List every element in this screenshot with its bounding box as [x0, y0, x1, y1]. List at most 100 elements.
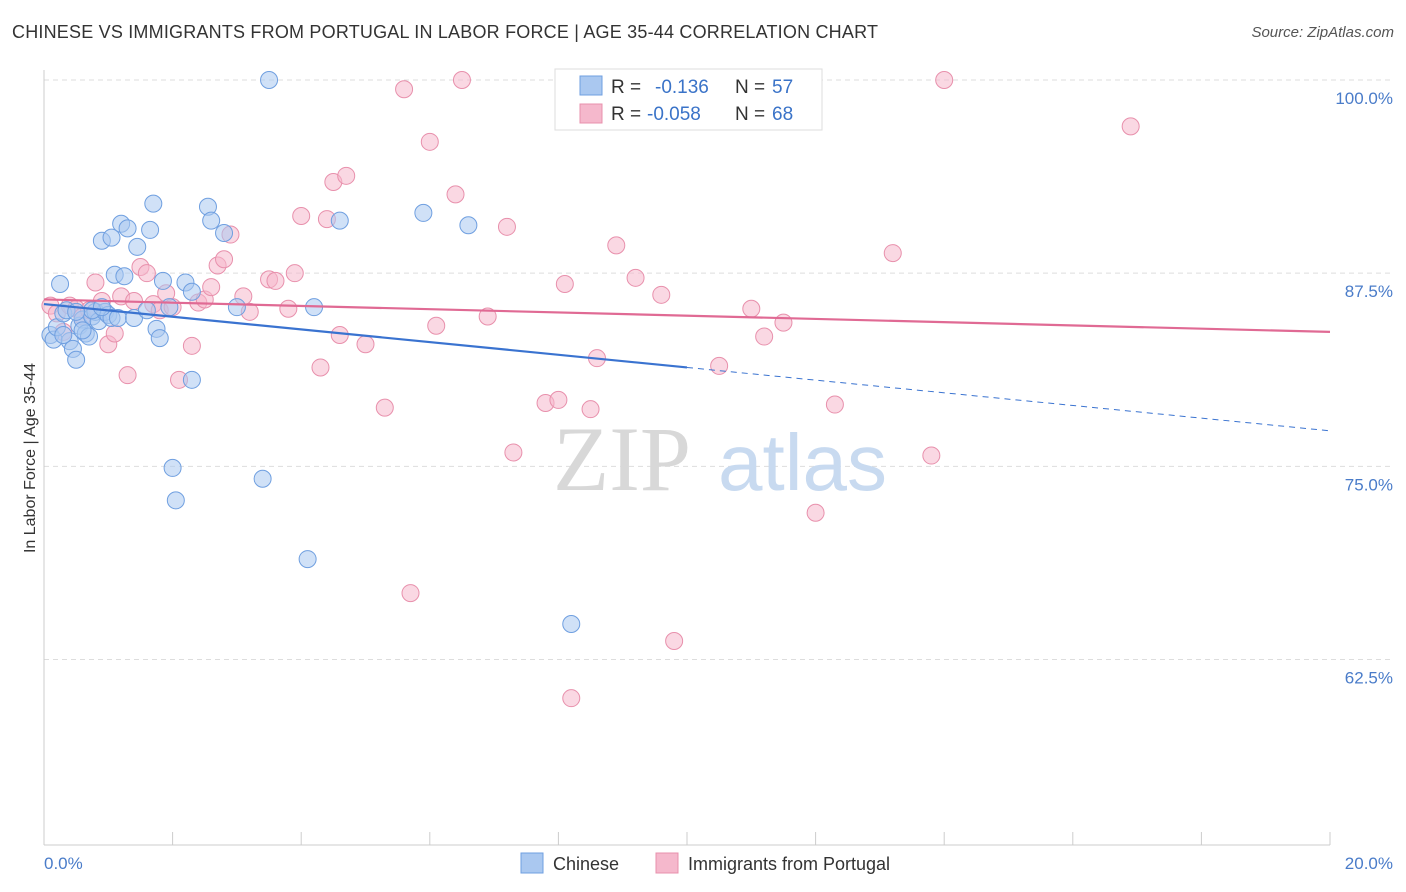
data-point-chinese	[202, 211, 221, 230]
data-point-portugal	[215, 250, 234, 269]
data-point-portugal	[330, 326, 349, 344]
data-point-portugal	[581, 400, 600, 419]
data-point-portugal	[401, 584, 420, 603]
data-point-chinese	[137, 301, 156, 320]
data-point-portugal	[137, 264, 156, 283]
data-point-portugal	[935, 71, 954, 89]
data-point-chinese	[562, 615, 581, 633]
legend-n-label-chinese: N =	[735, 77, 765, 98]
data-point-portugal	[549, 390, 568, 409]
legend-r-value-portugal: -0.058	[647, 104, 701, 125]
data-point-portugal	[742, 299, 761, 318]
data-point-portugal	[478, 307, 497, 326]
data-point-chinese	[182, 370, 201, 389]
data-point-chinese	[73, 321, 92, 340]
data-point-chinese	[92, 298, 111, 317]
data-point-portugal	[555, 275, 574, 293]
data-point-portugal	[105, 324, 124, 343]
data-point-portugal	[279, 299, 298, 318]
legend-n-value-portugal: 68	[772, 104, 793, 125]
data-point-portugal	[292, 207, 311, 225]
data-point-chinese	[182, 282, 201, 301]
data-point-chinese	[160, 298, 179, 317]
watermark-atlas: atlas	[718, 418, 887, 507]
data-point-chinese	[115, 267, 134, 286]
data-point-portugal	[266, 271, 285, 290]
x-tick-label-max: 20.0%	[1345, 854, 1393, 873]
data-point-chinese	[54, 326, 73, 344]
data-point-portugal	[311, 358, 330, 377]
data-point-chinese	[215, 224, 234, 242]
legend-swatch-chinese	[579, 75, 603, 96]
bottom-legend-swatch-chinese	[520, 852, 544, 874]
chart-title: CHINESE VS IMMIGRANTS FROM PORTUGAL IN L…	[12, 22, 879, 42]
legend-swatch-portugal	[579, 103, 603, 124]
data-point-portugal	[710, 356, 729, 375]
data-point-chinese	[166, 491, 185, 510]
data-point-portugal	[806, 503, 825, 522]
data-point-portugal	[86, 273, 105, 292]
data-point-chinese	[298, 550, 317, 569]
data-point-chinese	[51, 275, 70, 293]
data-point-portugal	[202, 278, 221, 297]
y-axis-title: In Labor Force | Age 35-44	[22, 363, 39, 553]
data-point-portugal	[427, 316, 446, 335]
y-tick-label: 100.0%	[1335, 89, 1393, 108]
data-point-portugal	[755, 327, 774, 346]
data-point-portugal	[665, 632, 684, 650]
data-point-portugal	[626, 268, 645, 287]
y-tick-labels: 62.5% 75.0% 87.5% 100.0%	[1335, 89, 1393, 688]
y-tick-label: 87.5%	[1345, 282, 1393, 301]
y-tick-label: 62.5%	[1345, 669, 1393, 688]
data-point-chinese	[163, 458, 182, 477]
data-point-portugal	[420, 132, 439, 151]
data-point-chinese	[414, 203, 433, 222]
data-point-chinese	[253, 469, 272, 488]
data-point-portugal	[375, 398, 394, 417]
data-point-chinese	[141, 220, 160, 239]
data-point-portugal	[446, 185, 465, 204]
legend-r-value-chinese: -0.136	[655, 77, 709, 98]
bottom-legend-label-chinese: Chinese	[553, 854, 619, 874]
legend-n-value-chinese: 57	[772, 77, 793, 98]
trend-line-portugal	[43, 298, 1331, 334]
data-point-portugal	[1121, 117, 1140, 136]
chinese-points	[41, 71, 581, 633]
data-point-chinese	[459, 216, 478, 235]
x-tick-label-min: 0.0%	[44, 854, 83, 873]
data-point-portugal	[452, 71, 471, 89]
data-point-portugal	[337, 166, 356, 185]
data-point-chinese	[67, 350, 86, 369]
trend-line-chinese-extension	[686, 366, 1331, 432]
trend-line-chinese	[43, 302, 688, 369]
data-point-portugal	[652, 285, 671, 304]
data-point-chinese	[260, 71, 279, 89]
data-point-portugal	[774, 313, 793, 332]
bottom-legend-swatch-portugal	[655, 852, 679, 874]
data-point-chinese	[330, 211, 349, 230]
data-point-portugal	[825, 395, 844, 414]
portugal-points	[41, 71, 1140, 708]
data-point-portugal	[883, 244, 902, 263]
data-point-chinese	[128, 237, 147, 256]
legend-r-label-chinese: R =	[611, 77, 641, 98]
source-label: Source: ZipAtlas.com	[1251, 24, 1394, 41]
data-point-portugal	[497, 217, 516, 236]
legend-n-label-portugal: N =	[735, 104, 765, 125]
data-point-portugal	[607, 236, 626, 255]
data-point-portugal	[118, 366, 137, 385]
data-point-chinese	[153, 271, 172, 290]
data-point-portugal	[395, 80, 414, 99]
data-point-portugal	[504, 443, 523, 462]
x-axis-ticks	[172, 832, 1331, 845]
data-point-portugal	[922, 446, 941, 465]
trend-lines	[43, 298, 1331, 432]
bottom-legend-label-portugal: Immigrants from Portugal	[688, 854, 890, 874]
data-point-portugal	[356, 335, 375, 354]
data-point-portugal	[562, 689, 581, 708]
data-point-chinese	[150, 329, 169, 348]
data-point-chinese	[102, 228, 121, 247]
data-point-chinese	[118, 219, 137, 238]
watermark-zip: ZIP	[553, 408, 691, 510]
